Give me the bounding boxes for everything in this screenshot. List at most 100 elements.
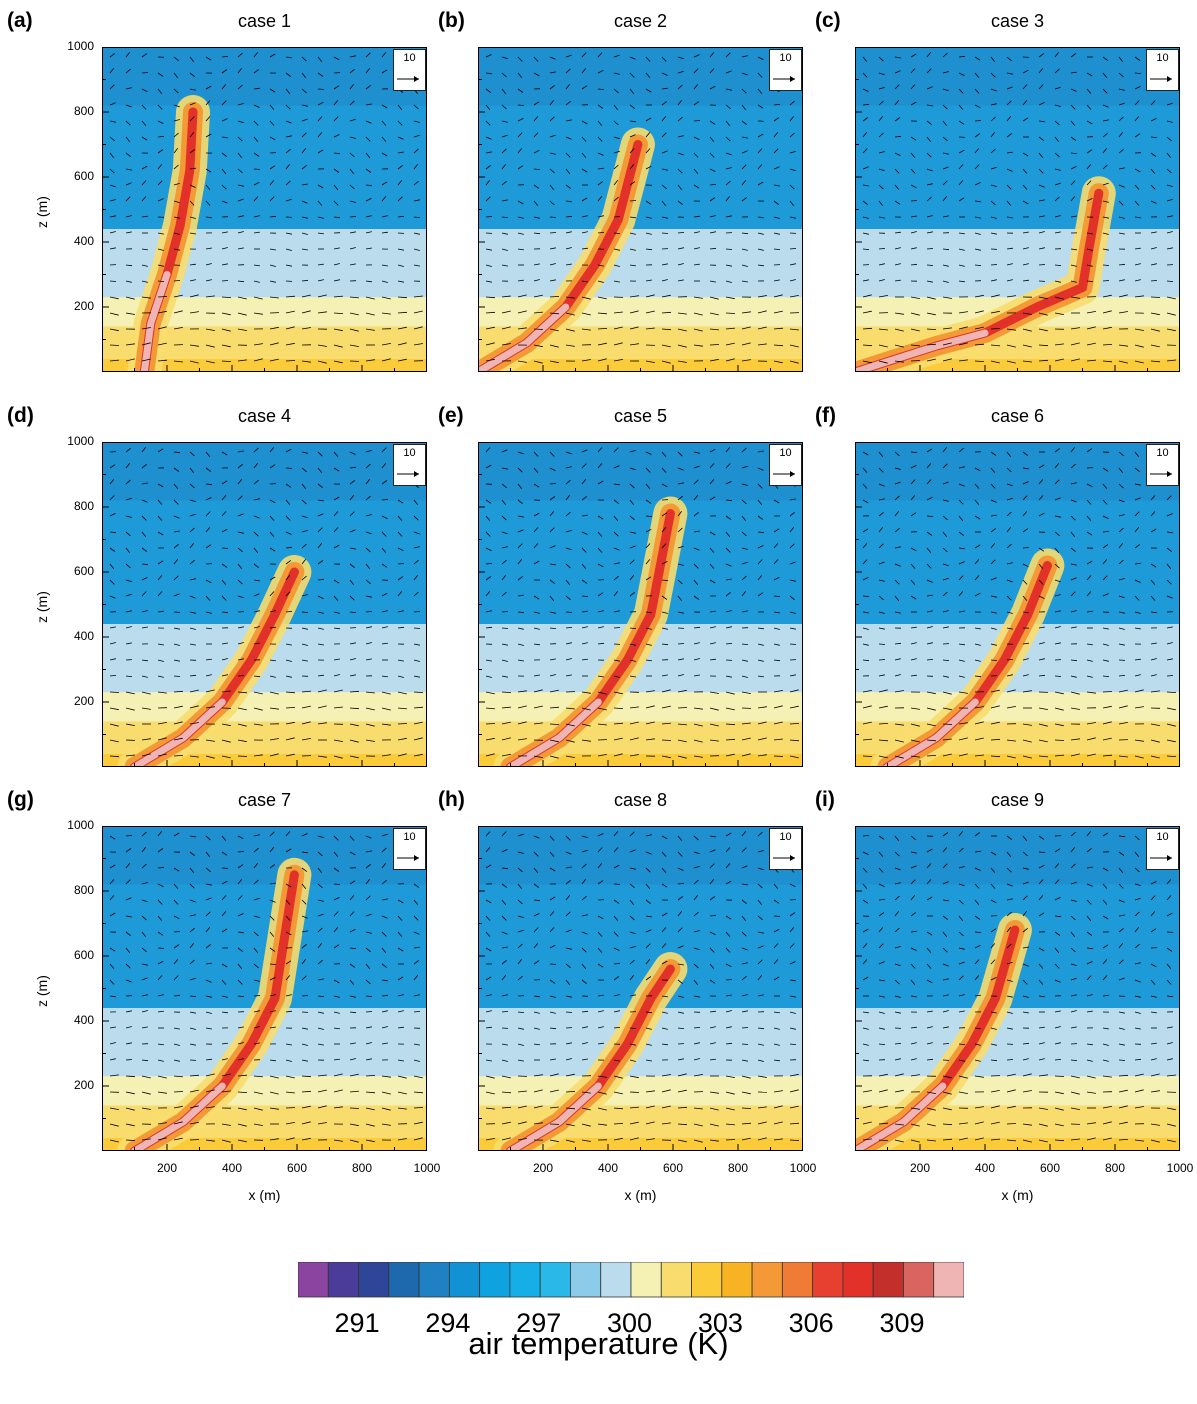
- wind-arrow: [1038, 136, 1045, 141]
- wind-arrow: [878, 627, 885, 630]
- wind-arrow: [549, 344, 559, 348]
- wind-arrow: [629, 450, 636, 453]
- wind-arrow: [926, 264, 934, 266]
- x-axis-label: x (m): [248, 1187, 281, 1203]
- wind-arrow: [285, 342, 295, 346]
- wind-arrow: [661, 1122, 671, 1125]
- wind-arrow: [237, 626, 244, 629]
- wind-arrow: [862, 959, 868, 965]
- wind-arrow: [189, 499, 196, 502]
- wind-arrow: [365, 328, 375, 331]
- wind-arrow: [1102, 593, 1109, 597]
- wind-arrow: [629, 627, 637, 629]
- wind-arrow: [878, 295, 888, 298]
- colorbar-swatch: [448, 1261, 481, 1298]
- wind-arrow: [189, 344, 199, 347]
- wind-arrow: [237, 84, 243, 90]
- wind-arrow: [501, 120, 508, 123]
- wind-arrow: [205, 611, 212, 614]
- wind-arrow: [661, 627, 668, 630]
- wind-arrow: [773, 248, 781, 250]
- wind-arrow: [501, 867, 509, 870]
- wind-arrow: [974, 360, 985, 362]
- wind-arrow: [709, 547, 715, 553]
- wind-arrow: [501, 1106, 512, 1109]
- wind-arrow: [109, 479, 115, 485]
- wind-arrow: [205, 674, 212, 677]
- wind-arrow: [597, 69, 604, 74]
- wind-arrow: [613, 54, 620, 58]
- wind-arrow: [381, 480, 388, 485]
- wind-arrow: [661, 1027, 668, 1030]
- wind-arrow: [1150, 739, 1160, 743]
- wind-arrow: [381, 296, 391, 300]
- wind-arrow: [317, 1043, 324, 1046]
- wind-arrow: [317, 755, 327, 758]
- wind-arrow: [725, 963, 732, 968]
- wind-arrow: [942, 1123, 953, 1126]
- wind-arrow: [141, 1010, 148, 1013]
- wind-arrow: [725, 463, 731, 469]
- wind-arrow: [109, 312, 119, 316]
- wind-arrow: [397, 296, 408, 299]
- wind-arrow: [1086, 899, 1092, 905]
- x-tick-label: 600: [662, 1161, 684, 1175]
- wind-arrow: [397, 326, 407, 330]
- wind-arrow: [285, 643, 292, 646]
- wind-arrow: [221, 963, 228, 968]
- wind-arrow: [397, 1059, 404, 1062]
- wind-arrow: [205, 911, 211, 917]
- wind-arrow: [773, 327, 784, 330]
- reference-vector-label: 10: [779, 52, 792, 64]
- wind-arrow: [862, 755, 873, 757]
- wind-arrow: [942, 180, 948, 186]
- wind-arrow: [381, 312, 391, 315]
- wind-arrow: [381, 196, 387, 202]
- wind-arrow: [894, 642, 902, 645]
- wind-arrow: [1134, 883, 1141, 886]
- wind-arrow: [878, 883, 885, 887]
- wind-arrow: [990, 344, 1001, 347]
- wind-arrow: [990, 451, 997, 456]
- wind-arrow: [253, 104, 260, 108]
- wind-arrow: [301, 183, 308, 186]
- wind-arrow: [1086, 866, 1093, 869]
- wind-arrow: [333, 1011, 340, 1014]
- wind-arrow: [709, 152, 715, 158]
- wind-arrow: [157, 448, 164, 453]
- wind-arrow: [253, 196, 259, 202]
- wind-arrow: [1134, 595, 1140, 601]
- wind-arrow: [693, 595, 700, 600]
- wind-arrow: [381, 1075, 391, 1078]
- wind-arrow: [413, 1043, 420, 1046]
- wind-arrow: [693, 54, 700, 58]
- wind-arrow: [125, 215, 132, 218]
- wind-arrow: [613, 659, 620, 662]
- wind-arrow: [189, 755, 199, 758]
- wind-arrow: [189, 1105, 199, 1109]
- wind-arrow: [709, 931, 716, 935]
- wind-arrow: [725, 327, 736, 330]
- wind-arrow: [365, 1075, 376, 1077]
- wind-arrow: [757, 575, 763, 581]
- wind-arrow: [501, 326, 511, 330]
- wind-arrow: [301, 467, 307, 473]
- wind-arrow: [205, 979, 212, 983]
- wind-arrow: [301, 1075, 312, 1078]
- wind-arrow: [709, 691, 719, 694]
- wind-arrow: [1166, 1139, 1176, 1143]
- wind-arrow: [709, 947, 715, 953]
- wind-arrow: [317, 88, 325, 90]
- wind-arrow: [517, 833, 524, 837]
- wind-arrow: [773, 184, 780, 187]
- wind-arrow: [757, 559, 763, 565]
- wind-arrow: [974, 310, 984, 314]
- wind-arrow: [189, 149, 196, 154]
- wind-arrow: [301, 1137, 311, 1141]
- wind-arrow: [189, 1011, 196, 1014]
- wind-arrow: [1022, 328, 1032, 332]
- wind-arrow: [301, 232, 308, 235]
- wind-arrow: [1038, 1074, 1048, 1077]
- wind-arrow: [1038, 512, 1045, 517]
- wind-arrow: [661, 1011, 668, 1014]
